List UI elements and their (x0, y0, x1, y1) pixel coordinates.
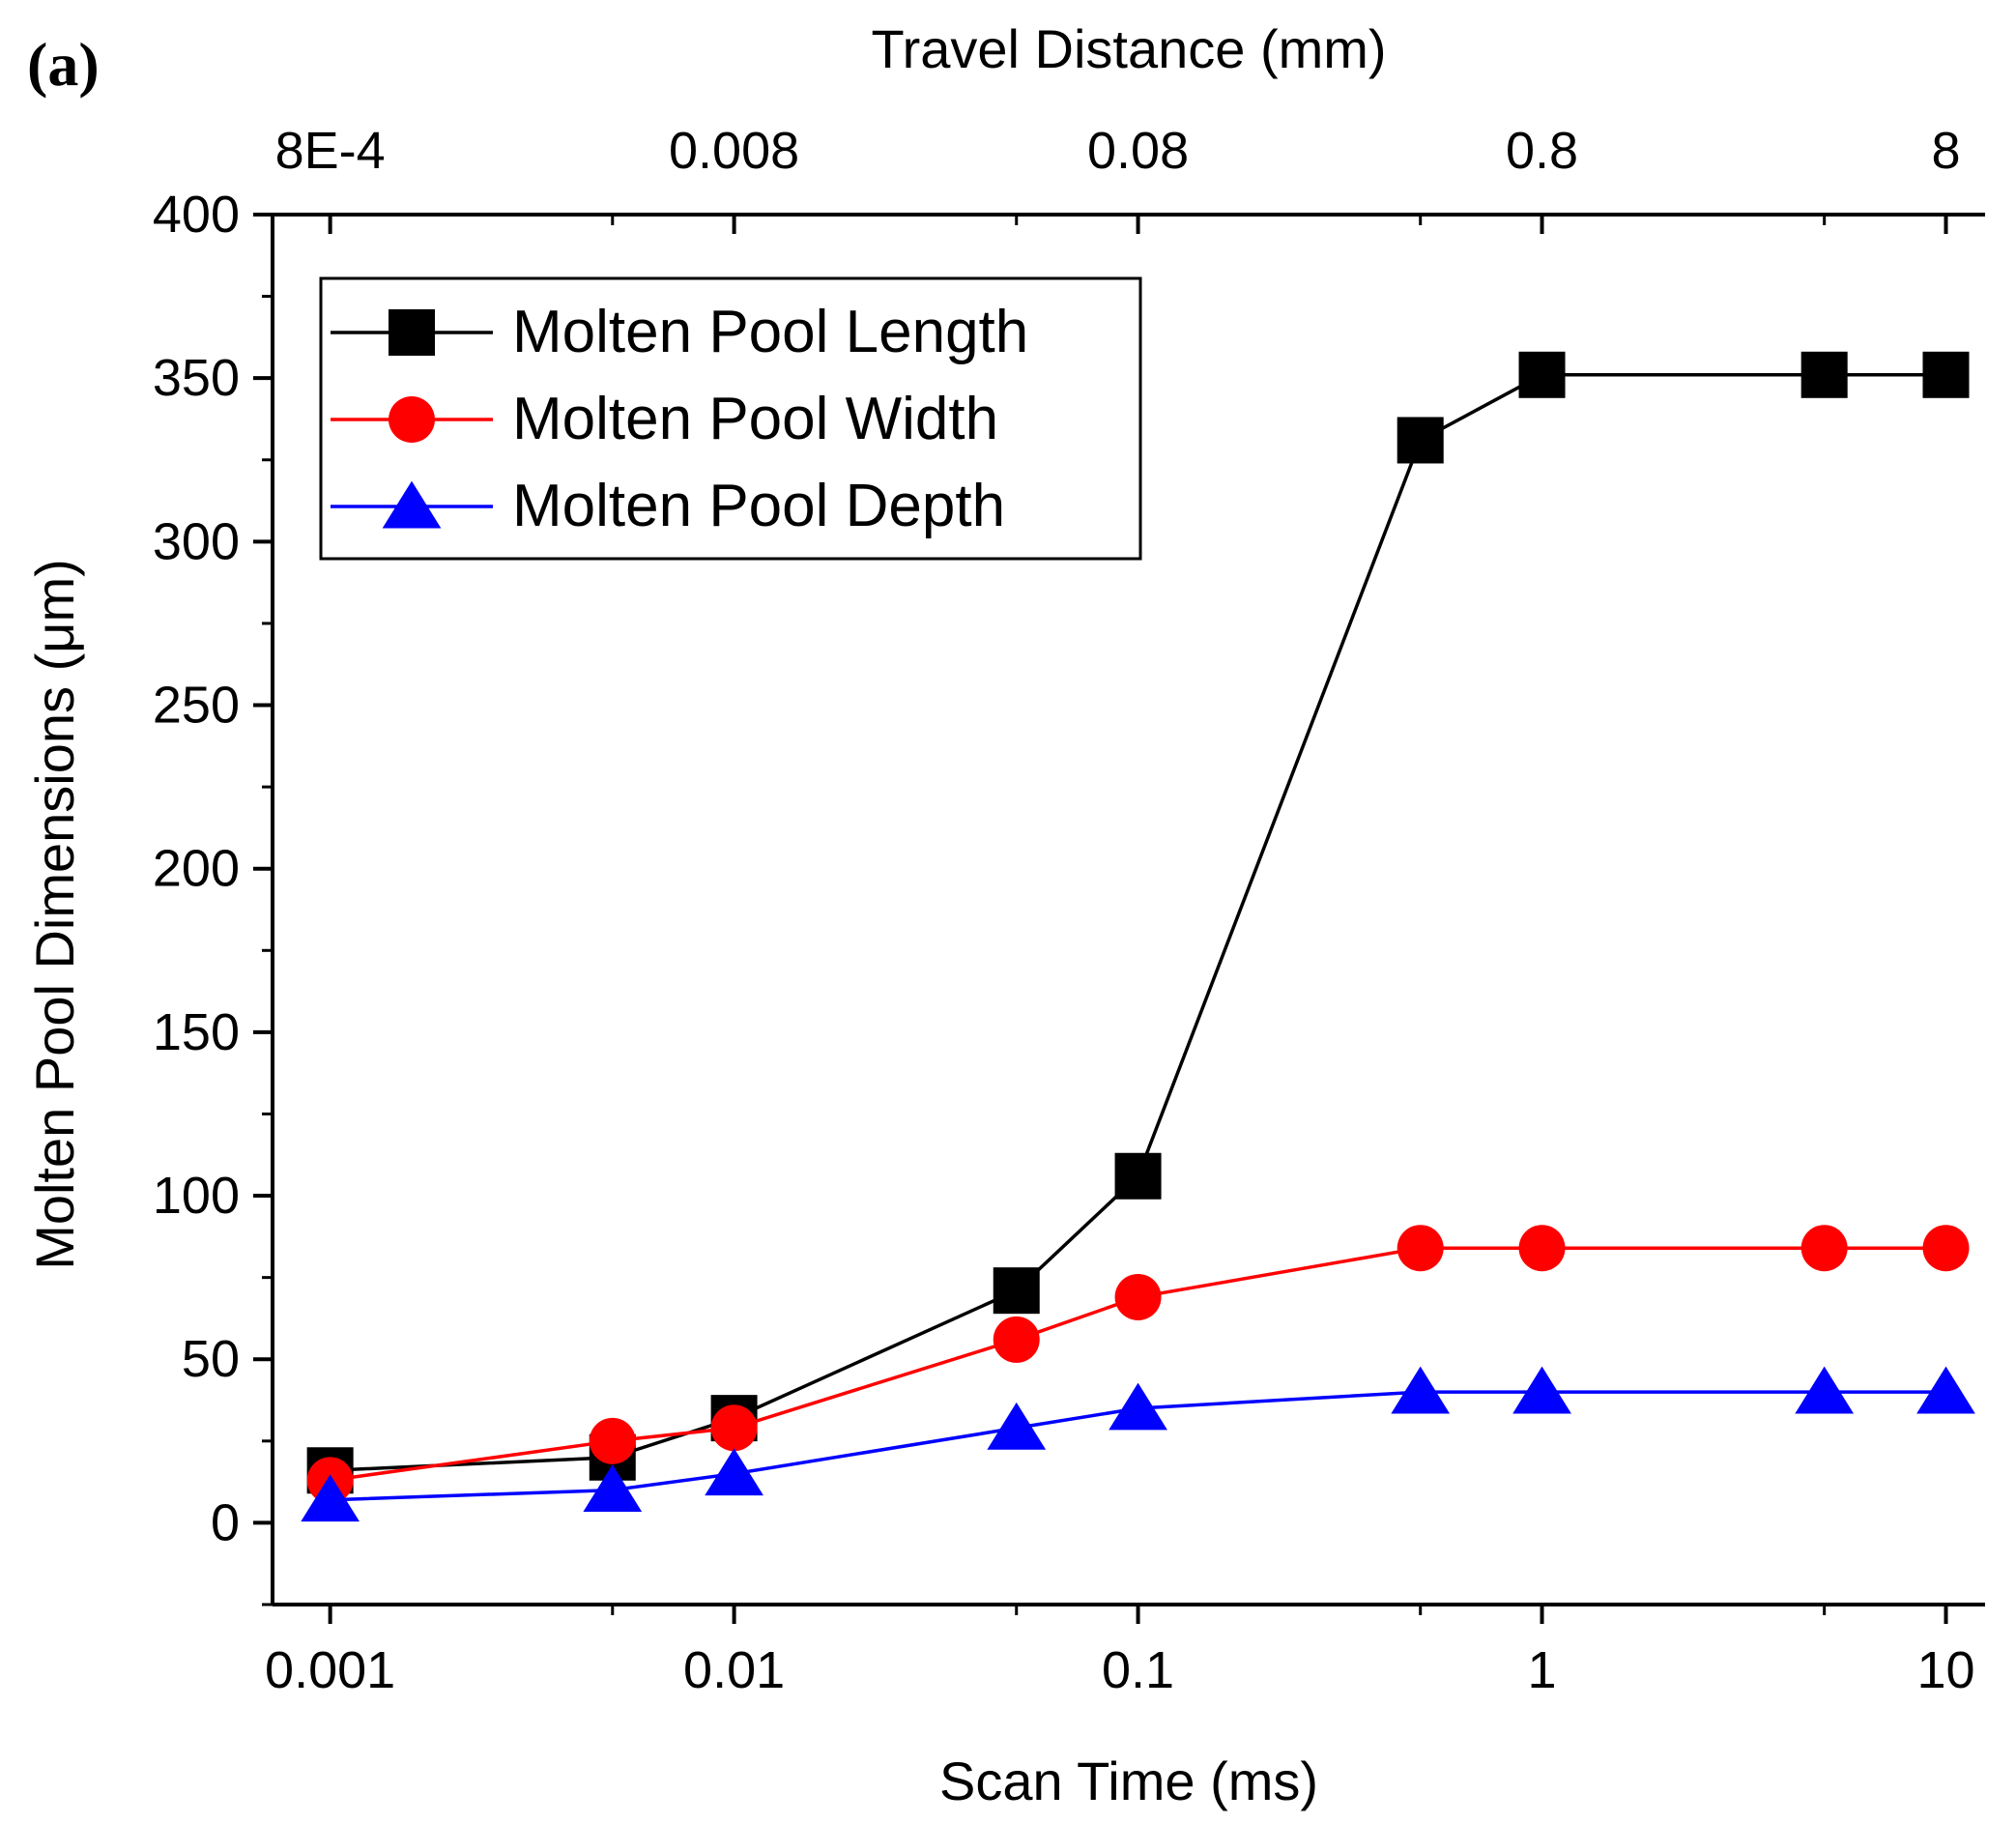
x-axis-title: Scan Time (ms) (939, 1751, 1318, 1811)
series-layer (301, 351, 1975, 1522)
data-point (710, 1404, 758, 1452)
y-tick-label: 150 (153, 1003, 240, 1061)
y-tick-label: 250 (153, 677, 240, 735)
y-tick-label: 400 (153, 186, 240, 244)
series-3 (301, 1366, 1975, 1522)
x-tick-label: 0.01 (683, 1641, 785, 1699)
data-point (1397, 1225, 1444, 1272)
data-point (1114, 1273, 1162, 1320)
series-1 (306, 351, 1970, 1494)
legend: Molten Pool Length Molten Pool Width Molte… (319, 276, 1142, 561)
data-point (1922, 1225, 1970, 1272)
x-tick-label: 0.1 (1102, 1641, 1174, 1699)
data-point (1391, 1366, 1451, 1414)
data-point (1109, 1382, 1167, 1431)
data-point (301, 1474, 360, 1522)
legend-marker (382, 480, 442, 529)
axes: 0 50 100 150 200 250 300 350 400 0.001 0.01 0.1 1 10 8… (153, 122, 1985, 1699)
x2-axis-title: Travel Distance (mm) (871, 18, 1386, 79)
data-point (1518, 351, 1566, 398)
legend-marker (389, 396, 435, 443)
x2-tick-label: 8E-4 (275, 122, 386, 180)
data-point (1800, 1225, 1848, 1272)
data-point (993, 1316, 1040, 1363)
x2-tick-label: 0.8 (1506, 122, 1578, 180)
x2-tick-label: 8 (1931, 122, 1960, 180)
data-point (987, 1402, 1047, 1450)
data-point (583, 1464, 643, 1513)
legend-marker (389, 309, 435, 356)
series-2 (306, 1225, 1970, 1504)
y-tick-label: 50 (182, 1330, 240, 1388)
y-tick-label: 0 (211, 1493, 240, 1551)
data-point (1512, 1366, 1571, 1414)
legend-label: Molten Pool Length (512, 299, 1028, 365)
data-point (1795, 1366, 1855, 1414)
data-point (1397, 417, 1444, 464)
data-point (1916, 1366, 1975, 1414)
legend-label: Molten Pool Width (512, 386, 998, 452)
x-tick-label: 0.001 (265, 1641, 395, 1699)
y-tick-label: 100 (153, 1167, 240, 1225)
y-tick-label: 350 (153, 349, 240, 407)
data-point (1922, 351, 1970, 398)
data-point (1800, 351, 1848, 398)
data-point (1518, 1225, 1566, 1272)
x-tick-label: 10 (1916, 1641, 1974, 1699)
y-tick-label: 200 (153, 840, 240, 898)
y-tick-label: 300 (153, 512, 240, 570)
panel-label: (a) (27, 30, 100, 99)
legend-label: Molten Pool Depth (512, 473, 1005, 539)
y-axis-title: Molten Pool Dimensions (μm) (24, 559, 85, 1270)
data-point (705, 1448, 763, 1496)
x2-tick-label: 0.08 (1087, 122, 1189, 180)
x-tick-label: 1 (1528, 1641, 1557, 1699)
x2-tick-label: 0.008 (669, 122, 799, 180)
data-point (993, 1267, 1040, 1315)
data-point (589, 1417, 636, 1464)
data-point (1114, 1152, 1162, 1200)
